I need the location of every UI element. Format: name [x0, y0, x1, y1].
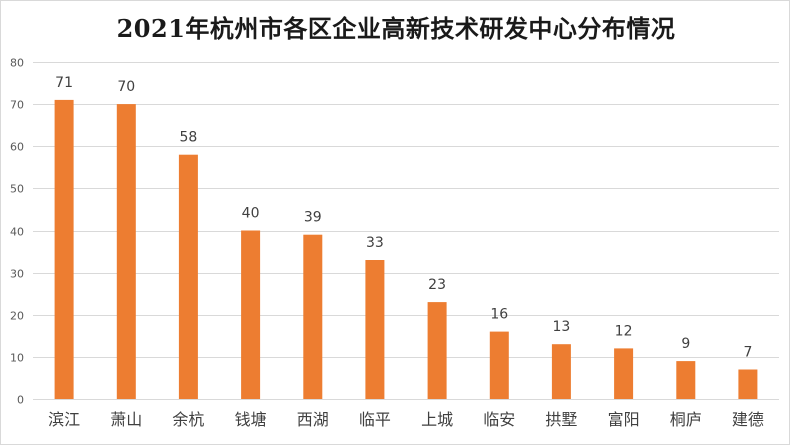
x-tick-label: 拱墅 — [545, 410, 577, 429]
bar — [551, 344, 571, 399]
data-label: 9 — [681, 336, 690, 352]
bar — [54, 99, 74, 400]
x-tick-label: 临安 — [483, 410, 515, 429]
bar — [427, 302, 447, 399]
y-tick-label: 20 — [10, 310, 24, 323]
data-label: 33 — [366, 235, 384, 251]
bar — [738, 369, 758, 399]
x-tick-label: 萧山 — [110, 410, 142, 429]
bar — [676, 361, 696, 399]
x-tick-label: 临平 — [359, 410, 391, 429]
y-tick-label: 70 — [10, 99, 24, 112]
y-tick-label: 10 — [10, 352, 24, 365]
bar — [116, 104, 136, 399]
bar — [365, 260, 385, 399]
y-axis: 0 10 20 30 40 50 60 70 80 — [10, 57, 24, 407]
y-tick-label: 60 — [10, 141, 24, 154]
x-tick-label: 富阳 — [608, 410, 640, 429]
bar — [178, 154, 198, 399]
data-label: 71 — [55, 75, 73, 91]
x-tick-label: 余杭 — [172, 410, 204, 429]
x-tick-label: 桐庐 — [670, 410, 702, 429]
x-axis: 滨江 萧山 余杭 钱塘 西湖 临平 上城 临安 拱墅 富阳 桐庐 建德 — [48, 410, 764, 429]
chart-title: 2021年杭州市各区企业高新技术研发中心分布情况 — [116, 14, 676, 43]
x-tick-label: 建德 — [732, 410, 764, 429]
data-label: 7 — [743, 345, 752, 361]
data-label: 13 — [552, 319, 570, 335]
y-tick-label: 80 — [10, 57, 24, 70]
data-label: 39 — [304, 210, 322, 226]
data-label: 16 — [490, 307, 508, 323]
x-tick-label: 钱塘 — [235, 410, 267, 429]
gridlines — [33, 62, 779, 400]
y-tick-label: 30 — [10, 268, 24, 281]
data-labels: 71 70 58 40 39 33 23 16 13 12 9 7 — [55, 75, 752, 361]
x-tick-label: 上城 — [421, 410, 453, 429]
data-label: 12 — [615, 323, 633, 339]
bar — [241, 230, 261, 399]
bar — [614, 348, 634, 399]
data-label: 70 — [117, 79, 135, 95]
data-label: 58 — [179, 130, 197, 146]
y-tick-label: 0 — [17, 394, 24, 407]
x-tick-label: 滨江 — [48, 410, 80, 429]
data-label: 23 — [428, 277, 446, 293]
bar — [489, 331, 509, 399]
y-tick-label: 50 — [10, 183, 24, 196]
x-tick-label: 西湖 — [297, 410, 329, 429]
bar — [303, 234, 323, 399]
data-label: 40 — [242, 206, 260, 222]
y-tick-label: 40 — [10, 226, 24, 239]
bars — [54, 99, 758, 400]
